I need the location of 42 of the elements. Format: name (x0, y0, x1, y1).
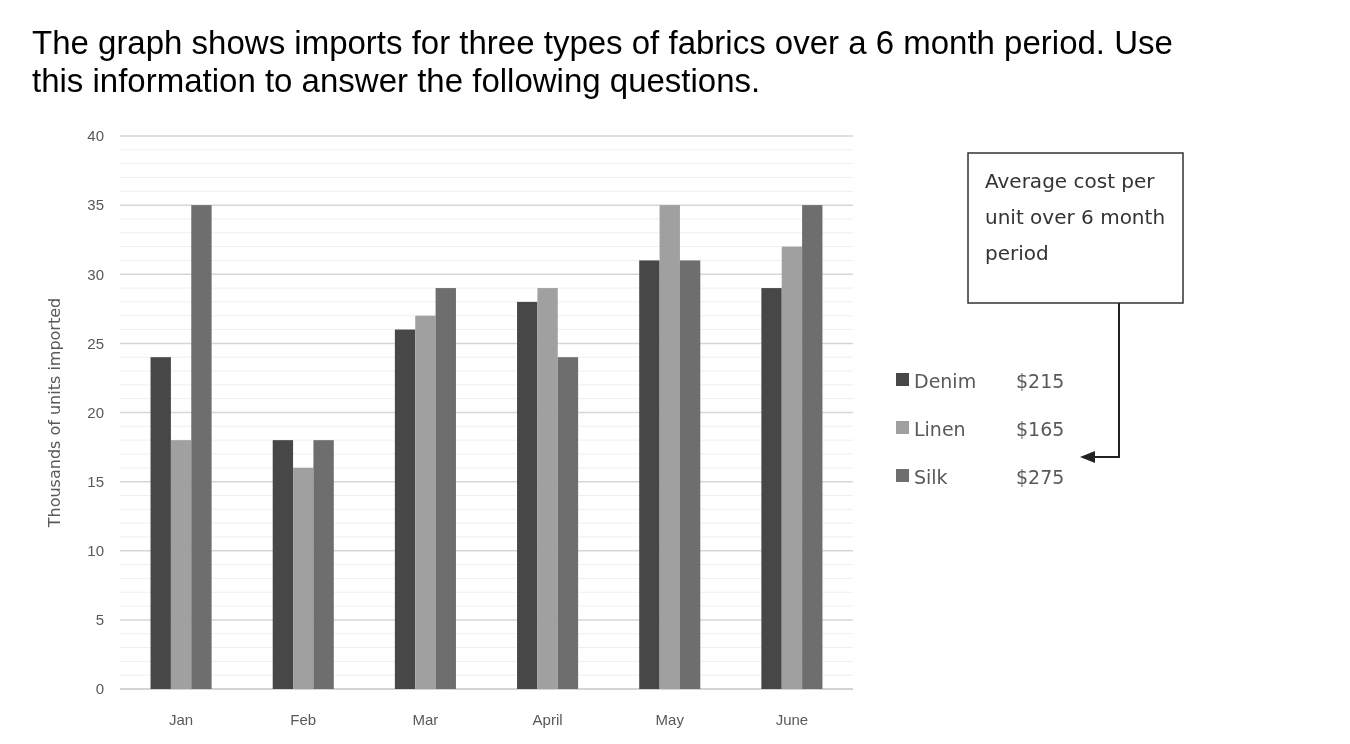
bar (781, 246, 803, 689)
x-tick-label: Feb (290, 711, 317, 728)
bar (313, 440, 334, 689)
text: Average cost per unit over 6 month period (985, 169, 1166, 265)
y-tick-label: 35 (87, 196, 104, 214)
bar (293, 467, 314, 689)
chart-title: The graph shows imports for three types of fabrics over a 6 month period. Use this information to answer the following questions. (32, 24, 1173, 99)
x-tick-label: Mar (412, 711, 439, 728)
y-axis-title: Thousands of units imported (45, 297, 64, 529)
y-tick-label: 30 (87, 265, 104, 283)
bar (537, 288, 558, 689)
y-tick-label: 15 (87, 472, 104, 490)
bar (394, 329, 416, 689)
bar (150, 357, 171, 689)
y-tick-label: 5 (95, 611, 104, 629)
bar (170, 440, 192, 689)
y-tick-label: 25 (87, 334, 104, 352)
y-tick-label: 10 (87, 542, 104, 559)
bar (761, 288, 782, 689)
bar (517, 301, 538, 689)
bar (639, 260, 660, 689)
bar (272, 440, 294, 689)
bar (415, 315, 436, 689)
x-tick-label: June (775, 711, 809, 728)
y-tick-label: 0 (95, 680, 104, 698)
bar (435, 288, 456, 689)
legend-label: Denim (914, 369, 977, 392)
text: $165 (1016, 417, 1065, 440)
bar (659, 205, 680, 689)
y-tick-label: 20 (87, 403, 104, 421)
x-tick-label: April (532, 711, 563, 728)
legend-label: Linen (914, 417, 966, 440)
bar (802, 205, 823, 689)
text: $215 (1016, 369, 1065, 392)
legend-label: Silk (914, 465, 948, 488)
x-tick-label: May (655, 711, 685, 728)
x-tick-label: Jan (168, 711, 194, 728)
text: $275 (1016, 465, 1065, 488)
y-tick-label: 40 (87, 127, 104, 145)
bar (557, 357, 579, 689)
bar (191, 205, 212, 689)
bar (679, 260, 701, 689)
